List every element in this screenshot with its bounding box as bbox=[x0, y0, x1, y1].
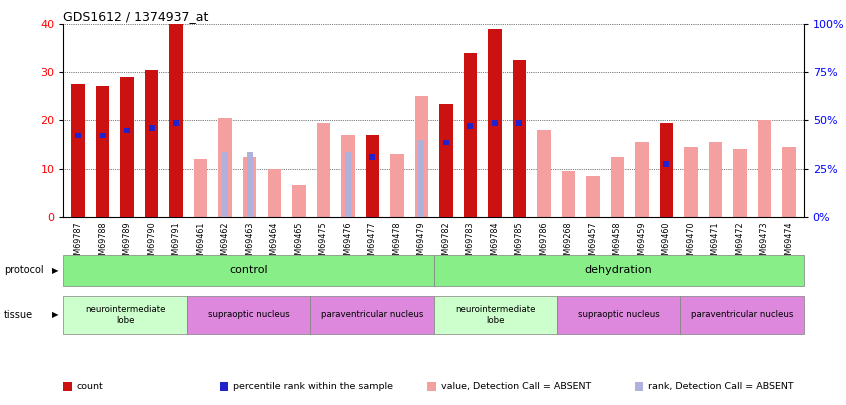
Bar bbox=[758, 121, 772, 217]
Bar bbox=[194, 159, 207, 217]
Bar bbox=[663, 161, 669, 167]
Bar bbox=[439, 104, 453, 217]
Bar bbox=[173, 120, 179, 126]
Bar bbox=[492, 120, 498, 126]
Bar bbox=[516, 120, 523, 126]
Text: paraventricular nucleus: paraventricular nucleus bbox=[321, 310, 423, 320]
Text: neurointermediate
lobe: neurointermediate lobe bbox=[455, 305, 536, 324]
Bar bbox=[586, 176, 600, 217]
Text: dehydration: dehydration bbox=[585, 265, 652, 275]
Bar bbox=[537, 130, 551, 217]
Bar bbox=[267, 168, 281, 217]
Bar bbox=[611, 157, 624, 217]
Bar bbox=[145, 70, 158, 217]
Text: ▶: ▶ bbox=[52, 310, 59, 320]
Bar bbox=[442, 140, 449, 145]
Bar bbox=[733, 149, 747, 217]
Bar bbox=[344, 152, 351, 217]
Text: control: control bbox=[229, 265, 268, 275]
Text: supraoptic nucleus: supraoptic nucleus bbox=[578, 310, 660, 320]
Text: paraventricular nucleus: paraventricular nucleus bbox=[691, 310, 794, 320]
Bar bbox=[243, 157, 256, 217]
Text: count: count bbox=[77, 382, 104, 391]
Text: value, Detection Call = ABSENT: value, Detection Call = ABSENT bbox=[441, 382, 591, 391]
Bar bbox=[75, 132, 81, 138]
Bar bbox=[464, 53, 477, 217]
Bar bbox=[247, 152, 253, 217]
Text: percentile rank within the sample: percentile rank within the sample bbox=[233, 382, 393, 391]
Text: rank, Detection Call = ABSENT: rank, Detection Call = ABSENT bbox=[648, 382, 794, 391]
Bar bbox=[488, 29, 502, 217]
Bar bbox=[365, 135, 379, 217]
Bar bbox=[222, 152, 228, 217]
Bar bbox=[100, 132, 106, 138]
Bar bbox=[390, 154, 404, 217]
Bar bbox=[467, 123, 474, 129]
Bar bbox=[684, 147, 698, 217]
Bar bbox=[96, 86, 109, 217]
Text: protocol: protocol bbox=[4, 265, 44, 275]
Bar bbox=[316, 123, 330, 217]
Bar bbox=[415, 96, 428, 217]
Bar bbox=[709, 142, 722, 217]
Bar bbox=[218, 118, 232, 217]
Text: supraoptic nucleus: supraoptic nucleus bbox=[207, 310, 289, 320]
Bar bbox=[562, 171, 575, 217]
Bar bbox=[660, 123, 673, 217]
Bar bbox=[341, 135, 354, 217]
Bar bbox=[149, 125, 155, 131]
Bar bbox=[124, 128, 130, 134]
Bar bbox=[169, 24, 183, 217]
Bar bbox=[635, 142, 649, 217]
Text: tissue: tissue bbox=[4, 310, 33, 320]
Bar bbox=[120, 77, 134, 217]
Bar bbox=[513, 60, 526, 217]
Bar bbox=[292, 185, 305, 217]
Text: ▶: ▶ bbox=[52, 266, 59, 275]
Text: GDS1612 / 1374937_at: GDS1612 / 1374937_at bbox=[63, 10, 209, 23]
Text: neurointermediate
lobe: neurointermediate lobe bbox=[85, 305, 165, 324]
Bar bbox=[71, 84, 85, 217]
Bar bbox=[369, 154, 376, 160]
Bar bbox=[418, 140, 425, 217]
Bar bbox=[783, 147, 796, 217]
